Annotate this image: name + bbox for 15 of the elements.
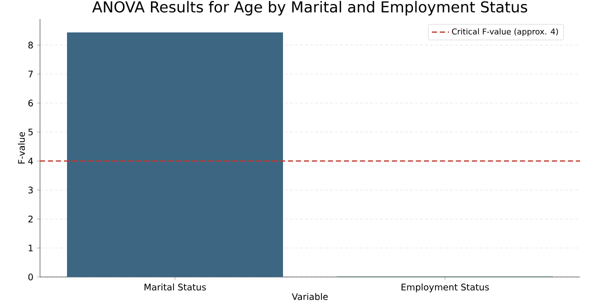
x-tick-label: Marital Status xyxy=(144,284,206,290)
y-tick-label: 1 xyxy=(28,244,33,252)
y-tick-label: 0 xyxy=(28,274,33,280)
y-tick-label: 7 xyxy=(28,70,33,78)
y-tick-label: 2 xyxy=(28,216,33,222)
y-tick-label: 8 xyxy=(28,42,33,48)
x-tick-label: Employment Status xyxy=(402,284,489,292)
chart-title: ANOVA Results for Age by Marital and Employment Status xyxy=(92,0,528,16)
y-axis-title: F-value xyxy=(18,132,25,164)
legend-label: Critical F-value (approx. 4) xyxy=(452,28,558,36)
y-tick-label: 3 xyxy=(28,186,33,194)
y-tick-label: 5 xyxy=(28,128,33,136)
x-axis-title: Variable xyxy=(292,293,328,300)
y-tick-label: 4 xyxy=(28,158,33,164)
y-tick-label: 6 xyxy=(28,100,33,106)
